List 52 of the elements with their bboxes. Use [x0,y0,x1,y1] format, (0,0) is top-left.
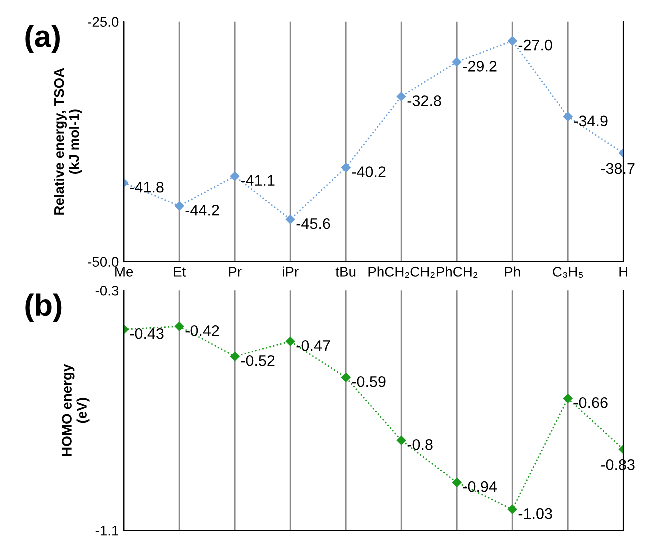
data-label: -0.94 [463,481,498,492]
x-tick-label: iPr [283,266,299,277]
data-label: -0.66 [574,397,608,408]
chart-title: (b) [26,294,62,322]
data-label: -34.9 [574,116,608,127]
x-tick-label: PhCH₂CH₂ [368,266,435,278]
chart-title: (a) [26,25,60,54]
data-label: -45.6 [296,218,330,230]
point [396,92,406,102]
data-label: -0.59 [352,376,386,388]
data-label: -29.2 [463,61,497,72]
point [563,394,573,404]
point [452,58,462,67]
x-tick-label: C₃H₅ [553,267,584,278]
x-tick-label: Pr [229,267,242,277]
point [286,337,296,346]
point [341,163,351,172]
y-tick-label: -1.1 [96,526,119,536]
point [286,214,296,224]
y-axis-title: Relative energy, TSOA (kJ mol-1) [54,68,82,215]
data-label: -0.47 [296,340,330,352]
y-tick-label: -25.0 [88,17,119,28]
data-label: -41.1 [241,175,275,186]
data-label: -41.8 [130,182,164,193]
data-label: -1.03 [518,508,552,520]
x-tick-label: Me [116,267,134,277]
point [230,352,240,362]
y-tick-label: -0.3 [96,286,119,296]
x-tick-label: Ph [505,266,520,277]
point [341,372,351,382]
point [230,172,240,182]
data-label: -27.0 [518,40,552,51]
data-label: -44.2 [186,205,220,216]
point [452,478,462,488]
point [508,504,518,514]
y-tick-label: -50.0 [88,257,119,268]
y-axis-title: HOMO energy (eV) [62,364,90,456]
data-label: -32.8 [408,96,442,106]
data-label: -0.52 [241,355,275,366]
x-tick-label: PhCH₂ [437,266,478,278]
x-tick-label: Et [174,267,186,277]
data-label: -0.42 [186,325,220,336]
point [174,322,184,332]
x-tick-label: H [620,267,628,277]
data-label: -0.8 [408,439,433,450]
point [563,112,573,122]
x-tick-label: tBu [336,267,356,277]
data-label: -40.2 [352,166,386,178]
point [174,202,184,211]
data-label: -0.43 [130,328,164,340]
point [396,436,406,446]
point [508,36,518,46]
